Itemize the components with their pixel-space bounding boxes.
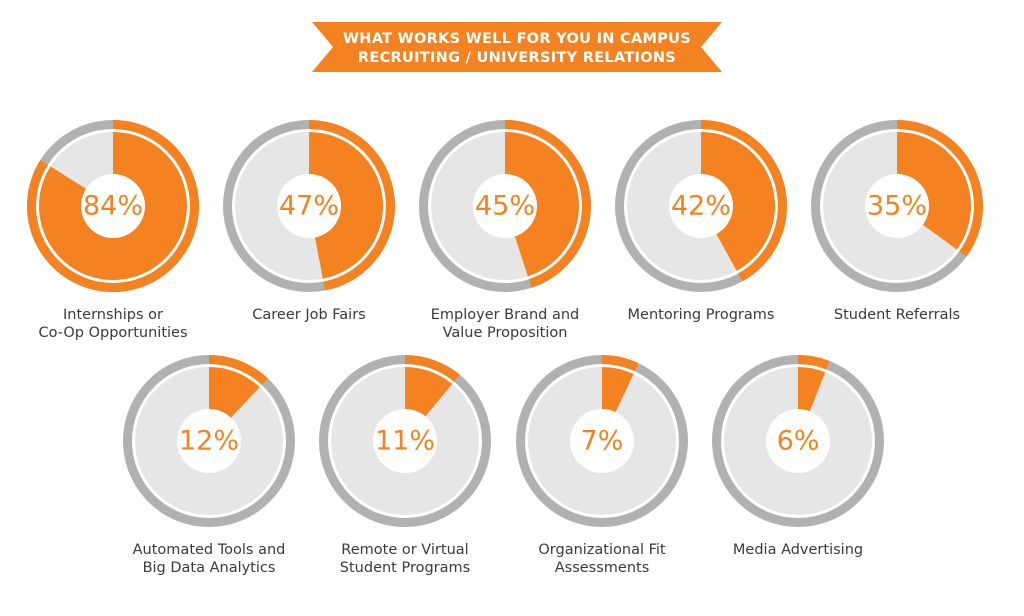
donut-value-label: 12% bbox=[179, 426, 239, 457]
donut-value-label: 45% bbox=[475, 191, 535, 222]
donut-chart: 45% bbox=[419, 120, 591, 292]
donut-hole bbox=[277, 174, 341, 238]
donut-ring-value-arc bbox=[505, 120, 591, 288]
title-ribbon bbox=[312, 22, 722, 72]
donut-ring-value-arc bbox=[798, 355, 830, 370]
donut-category-label: Mentoring Programs bbox=[606, 306, 796, 324]
donut-category-label: Organizational Fit Assessments bbox=[507, 541, 697, 577]
donut-value-label: 7% bbox=[581, 426, 624, 457]
donut-category-label-line: Career Job Fairs bbox=[252, 307, 366, 323]
donut-category-label: Internships or Co-Op Opportunities bbox=[18, 306, 208, 342]
donut-category-label-line: Value Proposition bbox=[442, 325, 568, 341]
donut-ring-value-arc bbox=[701, 120, 787, 282]
donut-value-label: 84% bbox=[83, 191, 143, 222]
donut-value-label: 11% bbox=[375, 426, 435, 457]
donut-category-label-line: Student Referrals bbox=[833, 307, 961, 323]
donut-category-label-line: Internships or bbox=[63, 307, 163, 323]
donut-value-label: 6% bbox=[777, 426, 820, 457]
donut-ring-value-arc bbox=[209, 355, 268, 385]
donut-hole bbox=[766, 409, 830, 473]
donut-hole bbox=[570, 409, 634, 473]
chart-title-line-1: WHAT WORKS WELL FOR YOU IN CAMPUS bbox=[343, 31, 691, 47]
donut-ring-value-arc bbox=[405, 355, 460, 382]
donut-hole bbox=[177, 409, 241, 473]
donut-chart: 47% bbox=[223, 120, 395, 292]
donut-category-label: Remote or Virtual Student Programs bbox=[310, 541, 500, 577]
donut-category-label-line: Media Advertising bbox=[732, 542, 864, 558]
donut-category-label: Career Job Fairs bbox=[214, 306, 404, 324]
donut-ring-value-arc bbox=[897, 120, 983, 257]
donut-ring-value-arc bbox=[309, 120, 395, 291]
donut-category-label-line: Assessments bbox=[554, 560, 650, 576]
donut-category-label-line: Automated Tools and bbox=[132, 542, 286, 558]
donut-chart: 7% bbox=[516, 355, 688, 527]
chart-title-line-2: RECRUITING / UNIVERSITY RELATIONS bbox=[357, 50, 677, 66]
donut-value-slice bbox=[309, 132, 383, 279]
donut-hole bbox=[669, 174, 733, 238]
donut-category-label: Media Advertising bbox=[703, 541, 893, 559]
donut-value-label: 42% bbox=[671, 191, 731, 222]
donut-chart: 12% bbox=[123, 355, 295, 527]
donut-value-slice bbox=[505, 132, 580, 277]
donut-category-label-line: Remote or Virtual bbox=[341, 542, 469, 558]
donut-category-label-line: Mentoring Programs bbox=[627, 307, 775, 323]
donut-category-label-line: Student Programs bbox=[339, 560, 471, 576]
donut-category-label: Automated Tools and Big Data Analytics bbox=[114, 541, 304, 577]
donut-hole bbox=[473, 174, 537, 238]
donut-value-label: 47% bbox=[279, 191, 339, 222]
donut-hole bbox=[865, 174, 929, 238]
donut-chart: 84% bbox=[26, 120, 199, 292]
donut-hole bbox=[373, 409, 437, 473]
title-banner bbox=[312, 22, 722, 72]
donut-category-label-line: Big Data Analytics bbox=[142, 560, 276, 576]
donut-ring-value-arc bbox=[602, 355, 639, 372]
donut-value-slice bbox=[897, 132, 971, 250]
donut-value-label: 35% bbox=[867, 191, 927, 222]
donut-category-label: Student Referrals bbox=[802, 306, 992, 324]
donut-chart: 6% bbox=[712, 355, 884, 527]
donut-category-label-line: Organizational Fit bbox=[538, 542, 666, 558]
donut-chart: 35% bbox=[811, 120, 983, 292]
donut-category-label: Employer Brand and Value Proposition bbox=[410, 306, 600, 342]
donut-value-slice bbox=[701, 132, 775, 271]
donut-chart: 11% bbox=[319, 355, 491, 527]
donut-category-label-line: Employer Brand and bbox=[430, 307, 580, 323]
donut-chart: 42% bbox=[615, 120, 787, 292]
donut-hole bbox=[81, 174, 145, 238]
donut-category-label-line: Co-Op Opportunities bbox=[38, 325, 188, 341]
